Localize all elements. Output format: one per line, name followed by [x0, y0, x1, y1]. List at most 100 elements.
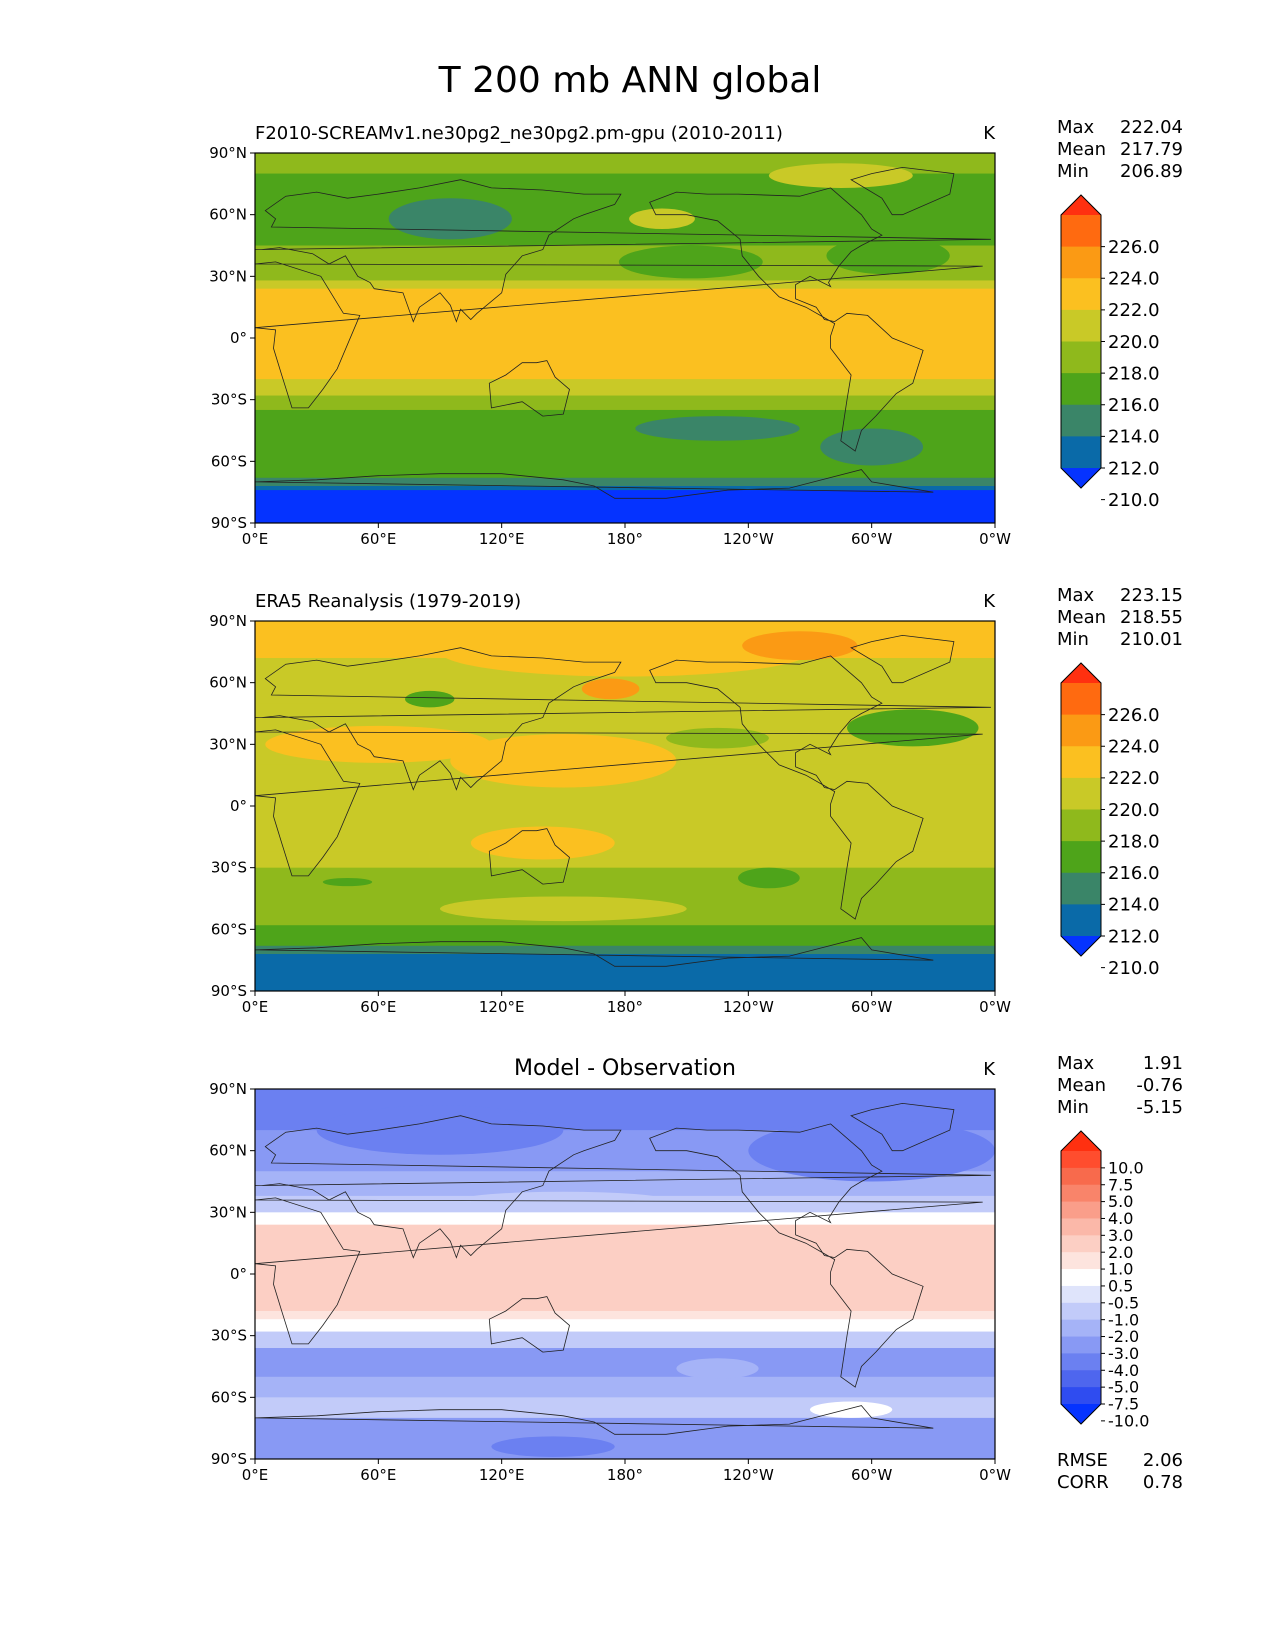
contour-band — [255, 925, 995, 947]
colorbar-label: 5.0 — [1108, 1192, 1133, 1211]
colorbar-label: 210.0 — [1108, 490, 1160, 511]
colorbar-segment — [1061, 1285, 1101, 1304]
contour-band — [255, 1376, 995, 1398]
colorbar-segment — [1061, 777, 1101, 810]
colorbar-label: 2.0 — [1108, 1243, 1133, 1262]
coastline — [649, 1123, 924, 1388]
contour-region — [820, 428, 924, 466]
colorbar-cap-max — [1061, 1131, 1101, 1151]
contour-band — [255, 379, 995, 397]
colorbar-label: 10.0 — [1108, 1158, 1144, 1177]
stat-label: Mean — [1057, 607, 1106, 628]
colorbar-cap-min — [1061, 936, 1101, 956]
colorbar-label: 226.0 — [1108, 237, 1160, 258]
coastline — [255, 647, 991, 791]
stat-value: 223.15 — [1120, 585, 1183, 606]
y-tick-label: 0° — [230, 797, 247, 815]
y-tick-label: 60°N — [209, 206, 247, 224]
coastline — [488, 828, 570, 885]
contour-region — [826, 237, 950, 275]
colorbar-segment — [1061, 841, 1101, 874]
coastline — [850, 166, 955, 216]
coastline — [255, 469, 934, 499]
colorbar-segment — [1061, 1336, 1101, 1354]
colorbar-segment — [1061, 309, 1101, 342]
coastline — [850, 1102, 955, 1152]
coastline — [255, 261, 983, 409]
map-field — [255, 153, 995, 523]
contour-band — [255, 1224, 995, 1312]
colorbar-segment — [1061, 1167, 1101, 1186]
colorbar-label: -2.0 — [1108, 1327, 1139, 1346]
stat-value: 222.04 — [1120, 117, 1183, 138]
y-tick-label: 30°N — [209, 1203, 247, 1221]
stat-value: 218.55 — [1120, 607, 1183, 628]
contour-region — [439, 896, 687, 922]
stat-label: Mean — [1057, 139, 1106, 160]
contour-band — [255, 288, 995, 380]
colorbar-label: 210.0 — [1108, 958, 1160, 979]
y-tick-label: 60°N — [209, 674, 247, 692]
stat-value: 210.01 — [1120, 629, 1183, 650]
contour-band — [255, 280, 995, 290]
x-tick-label: 180° — [607, 998, 643, 1016]
y-tick-label: 60°N — [209, 1142, 247, 1160]
colorbar-segment — [1061, 404, 1101, 437]
x-tick-label: 60°W — [851, 1466, 893, 1484]
coastline — [649, 187, 924, 452]
panel-title: F2010-SCREAMv1.ne30pg2_ne30pg2.pm-gpu (2… — [255, 123, 783, 144]
stat-label: Mean — [1057, 1075, 1106, 1096]
contour-region — [405, 690, 455, 708]
colorbar-label: 218.0 — [1108, 363, 1160, 384]
colorbar-label: 220.0 — [1108, 332, 1160, 353]
colorbar-segment — [1061, 1235, 1101, 1253]
panel-title: Model - Observation — [514, 1056, 736, 1081]
contour-region — [768, 163, 913, 188]
colorbar-label: 220.0 — [1108, 800, 1160, 821]
colorbar-cap-max — [1061, 663, 1101, 683]
footer-value: 0.78 — [1143, 1472, 1183, 1493]
y-tick-label: 60°S — [211, 452, 247, 470]
colorbar: 226.0 224.0 222.0 220.0 218.0 216.0 214.0 212.0… — [1060, 662, 1160, 979]
contour-region — [629, 208, 695, 230]
contour-region — [847, 709, 979, 747]
colorbar-label: 212.0 — [1108, 458, 1160, 479]
x-tick-label: 120°E — [479, 1466, 525, 1484]
x-tick-label: 120°W — [723, 998, 774, 1016]
colorbar-label: 212.0 — [1108, 926, 1160, 947]
x-tick-label: 60°E — [360, 1466, 396, 1484]
figure-title: T 200 mb ANN global — [438, 60, 822, 101]
contour-band — [255, 1212, 995, 1226]
stat-label: Max — [1057, 585, 1095, 606]
units-label: K — [983, 591, 996, 612]
contour-region — [742, 631, 858, 661]
colorbar-segment — [1061, 1302, 1101, 1321]
y-tick-label: 90°N — [209, 1080, 247, 1098]
colorbar-segment — [1061, 1370, 1101, 1388]
colorbar-segment — [1061, 746, 1101, 779]
contour-region — [440, 627, 810, 677]
y-tick-label: 30°N — [209, 267, 247, 285]
colorbar-cap-min — [1061, 1404, 1101, 1424]
colorbar-segment — [1061, 373, 1101, 406]
coastline — [255, 1197, 983, 1345]
contour-region — [581, 678, 640, 700]
colorbar-label: 214.0 — [1108, 895, 1160, 916]
x-tick-label: 0°E — [242, 530, 269, 548]
colorbar-segment — [1061, 683, 1101, 716]
coastline — [255, 1405, 934, 1435]
x-tick-label: 0°E — [242, 1466, 269, 1484]
y-tick-label: 60°S — [211, 1388, 247, 1406]
x-tick-label: 0°W — [979, 530, 1011, 548]
colorbar-label: 222.0 — [1108, 768, 1160, 789]
colorbar-label: 214.0 — [1108, 427, 1160, 448]
y-tick-label: 90°S — [211, 982, 247, 1000]
panels: 90°N60°N30°N0°30°S60°S90°S0°E 60°E 120°E 18… — [209, 117, 1183, 1484]
colorbar-label: 226.0 — [1108, 705, 1160, 726]
colorbar-segment — [1061, 1319, 1101, 1337]
coastline — [255, 1115, 991, 1259]
colorbar-label: -0.5 — [1108, 1293, 1139, 1312]
contour-band — [255, 1319, 995, 1333]
colorbar-segment — [1061, 904, 1101, 937]
colorbar-label: 218.0 — [1108, 831, 1160, 852]
